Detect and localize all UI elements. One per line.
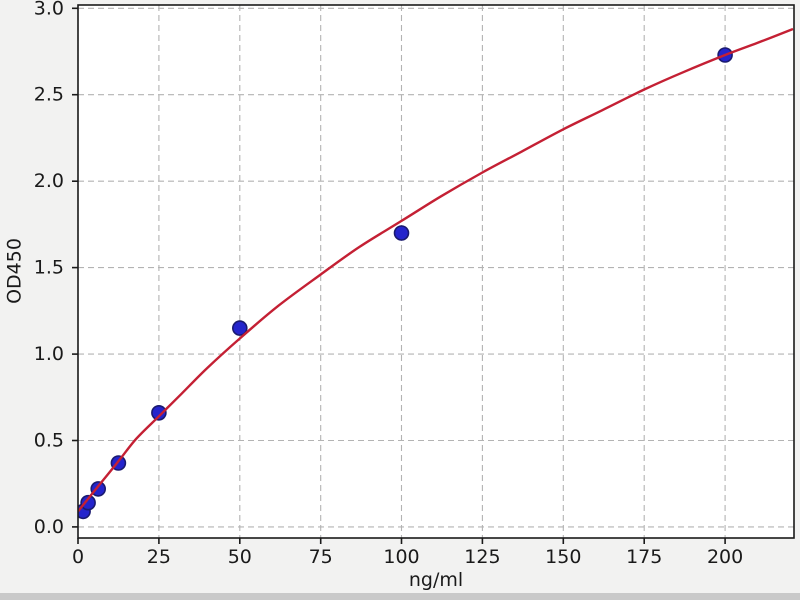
plot-area — [78, 5, 794, 538]
x-tick-label: 150 — [545, 546, 581, 568]
x-tick-label: 0 — [72, 546, 84, 568]
fit-curve — [78, 27, 794, 513]
data-point — [151, 404, 167, 421]
x-axis-label: ng/ml — [408, 569, 464, 591]
y-tick-label: 1.5 — [34, 257, 64, 279]
y-tick-label: 1.0 — [34, 343, 64, 365]
y-tick-label: 3.0 — [34, 0, 64, 19]
y-tick-label: 2.5 — [34, 84, 64, 106]
x-tick-label: 125 — [464, 546, 500, 568]
y-tick-label: 0.5 — [34, 430, 64, 452]
data-point — [232, 320, 248, 336]
x-tick-label: 75 — [309, 546, 333, 568]
x-tick-label: 25 — [147, 546, 171, 568]
x-tick-label: 100 — [383, 546, 419, 568]
y-axis-label: OD450 — [3, 238, 26, 304]
window-bottom-edge — [0, 593, 800, 600]
axes-frame — [77, 4, 795, 539]
y-tick-label: 2.0 — [34, 170, 64, 192]
data-point — [393, 225, 410, 241]
x-tick-label: 200 — [707, 546, 743, 568]
x-tick-label: 50 — [228, 546, 252, 568]
data-point — [80, 494, 96, 511]
y-tick-label: 0.0 — [34, 516, 64, 538]
x-tick-label: 175 — [626, 546, 662, 568]
